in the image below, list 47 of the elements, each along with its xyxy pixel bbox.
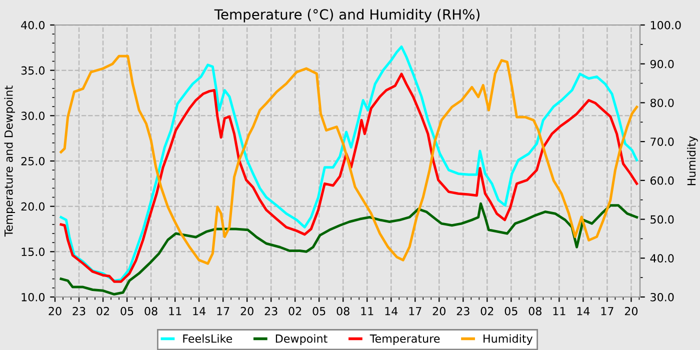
y2-tick-label: 50.0 <box>650 215 674 224</box>
x-tick-label: 20 <box>48 306 62 316</box>
y-tick-label: 30.0 <box>21 112 45 120</box>
legend-label: Humidity <box>484 334 533 345</box>
y-tick-label: 40.0 <box>21 20 45 30</box>
chart-title: Temperature (°C) and Humidity (RH%) <box>214 8 480 22</box>
y-tick-label: 25.0 <box>21 156 45 166</box>
y-tick-label: 10.0 <box>22 292 45 302</box>
x-tick-label: 11 <box>169 307 182 316</box>
x-tick-label: 20 <box>624 306 638 316</box>
x-tick-label: 23 <box>72 306 86 316</box>
y2-tick-label: 30.0 <box>650 292 674 302</box>
y-tick-label: 20.0 <box>21 202 45 211</box>
y2-tick-label: 80.0 <box>650 98 674 108</box>
y2-tick-label: 40.0 <box>650 254 674 263</box>
legend-label: Dewpoint <box>276 334 328 345</box>
x-tick-label: 02 <box>96 306 109 316</box>
x-tick-label: 11 <box>553 307 566 316</box>
x-tick-label: 17 <box>601 307 614 316</box>
x-tick-label: 02 <box>480 306 494 316</box>
legend-label: FeelsLike <box>183 334 232 343</box>
x-tick-label: 20 <box>432 306 446 316</box>
y-axis-title: Temperature and Dewpoint <box>4 86 15 237</box>
x-tick-label: 14 <box>577 307 590 316</box>
y-tick-label: 15.0 <box>22 248 45 256</box>
y2-tick-label: 100.0 <box>650 20 681 30</box>
y2-tick-label: 60.0 <box>650 176 674 185</box>
legend-label: Temperature <box>370 334 440 345</box>
x-tick-label: 14 <box>385 307 398 316</box>
y2-tick-label: 90.0 <box>650 60 674 68</box>
y-tick-label: 35.0 <box>21 66 45 75</box>
x-tick-label: 23 <box>456 306 470 316</box>
x-tick-label: 08 <box>336 306 350 316</box>
x-tick-label: 17 <box>409 307 422 316</box>
x-tick-label: 05 <box>120 306 134 316</box>
x-tick-label: 23 <box>264 306 278 316</box>
x-tick-label: 08 <box>528 306 542 316</box>
x-tick-label: 05 <box>504 306 518 316</box>
x-tick-label: 17 <box>217 307 230 316</box>
x-tick-label: 05 <box>312 306 326 316</box>
x-tick-label: 08 <box>144 306 158 316</box>
x-tick-label: 02 <box>288 306 302 316</box>
x-tick-label: 11 <box>361 307 374 316</box>
y2-axis-title: Humidity <box>687 136 698 186</box>
x-tick-label: 14 <box>193 307 206 316</box>
x-tick-label: 20 <box>240 306 254 316</box>
y2-tick-label: 70.0 <box>650 138 674 146</box>
